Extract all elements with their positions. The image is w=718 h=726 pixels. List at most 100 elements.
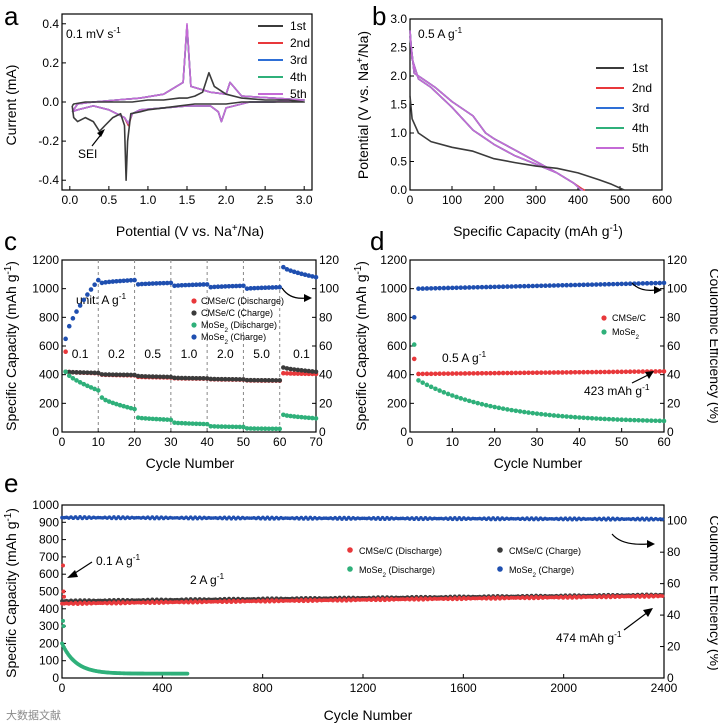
d-point-Coulombic-Efficiency	[445, 285, 451, 291]
c-y-tick-label: 100	[319, 282, 339, 296]
unit-label: unit: A g-1	[76, 291, 127, 307]
c-point-MoSe2 (Charge)	[66, 323, 72, 329]
d-x-tick-label: 50	[615, 435, 629, 449]
c-axis-arrowhead	[304, 294, 312, 302]
d-y-tick-label: 40	[667, 368, 681, 382]
c-point-MoSe2 (Charge)	[114, 279, 119, 284]
c-point-MoSe2 (Charge)	[230, 283, 235, 289]
c-point-MoSe2 (Discharge)	[226, 424, 232, 430]
e-legend-marker-2	[347, 566, 353, 572]
c-point-MoSe2 (Discharge)	[168, 417, 174, 423]
c-point-MoSe2 (Charge)	[106, 279, 112, 285]
e-initial-point	[62, 594, 67, 599]
c-point-MoSe2 (Discharge)	[103, 397, 108, 403]
d-point-Coulombic-Efficiency	[640, 281, 646, 286]
d-point-CMSe/C	[492, 370, 497, 376]
e-plot-frame	[61, 504, 665, 679]
panel-c: c unit: A g-1 Cycle Number Specific Capa…	[3, 226, 340, 471]
d-point-Coulombic-Efficiency	[428, 286, 434, 291]
legend-label-1st: 1st	[632, 61, 649, 75]
d-point-MoSe2	[555, 413, 561, 419]
d-point-Coulombic-Efficiency	[454, 285, 459, 291]
d-point-Coulombic-Efficiency	[479, 284, 485, 290]
a-y-tick-label: 0.2	[42, 56, 59, 70]
d-point-CMSe/C	[475, 371, 481, 376]
d-point-Coulombic-Efficiency	[610, 281, 616, 287]
b-y-tick-label: 2.0	[390, 69, 407, 83]
c-point-CMSe/C (Charge)	[306, 368, 312, 374]
a-y-tick-label: -0.4	[38, 173, 59, 187]
d-point-CMSe/C	[437, 371, 442, 377]
d-point-MoSe2	[560, 413, 565, 419]
d-y-tick-label: 800	[387, 310, 407, 324]
e-legend-label-1: CMSe/C (Charge)	[509, 546, 581, 556]
d-point-MoSe2	[589, 415, 595, 421]
c-x-tick-label: 20	[128, 435, 142, 449]
e-initial-point	[61, 624, 66, 629]
c-point-MoSe2 (Discharge)	[88, 385, 94, 390]
c-point-MoSe2 (Charge)	[92, 282, 97, 288]
d-point-MoSe2	[657, 418, 663, 424]
c-legend-marker-3	[191, 334, 197, 340]
d-point-CMSe/C	[534, 370, 540, 376]
c-point-CMSe/C (Charge)	[121, 372, 126, 378]
c-point-MoSe2 (Discharge)	[150, 416, 156, 422]
d-point-Coulombic-Efficiency	[560, 283, 565, 288]
c-legend-label-3: MoSe2 (Charge)	[201, 332, 266, 346]
b-x-tick-label: 100	[442, 193, 462, 207]
d-point-CMSe/C	[593, 369, 599, 375]
c-point-MoSe2 (Discharge)	[208, 423, 214, 429]
panel-a: a 0.1 mV s-1 SEI Potential (V vs. Na+/Na…	[3, 1, 313, 239]
c-point-CMSe/C (Charge)	[270, 378, 275, 383]
c-point-CMSe/C (Discharge)	[63, 349, 68, 355]
d-y-tick-label: 80	[667, 310, 681, 324]
c-point-MoSe2 (Charge)	[132, 277, 137, 283]
d-point-CMSe/C	[585, 369, 591, 375]
e-x-tick-label: 1600	[450, 681, 477, 695]
c-x-tick-label: 40	[200, 435, 214, 449]
d-point-MoSe2	[602, 416, 608, 422]
d-point-MoSe2	[538, 411, 544, 417]
c-y-tick-label: 80	[319, 310, 333, 324]
c-legend-marker-1	[191, 310, 197, 316]
c-point-MoSe2 (Charge)	[299, 271, 304, 277]
c-point-CMSe/C (Charge)	[186, 375, 192, 381]
c-point-MoSe2 (Discharge)	[128, 405, 134, 411]
d-point-MoSe2	[640, 418, 646, 423]
d-point-CMSe/C	[560, 370, 565, 375]
c-point-MoSe2 (Discharge)	[212, 424, 217, 429]
e-y-tick-label: 100	[39, 654, 59, 668]
d-legend-label-1: MoSe2	[612, 327, 640, 341]
c-point-MoSe2 (Discharge)	[179, 420, 185, 426]
d-point-MoSe2	[433, 386, 438, 392]
d-point-MoSe2	[619, 417, 624, 422]
e-y-tick-label: 600	[39, 567, 59, 581]
c-point-CMSe/C (Charge)	[128, 372, 134, 378]
b-x-axis-title: Specific Capacity (mAh g-1)	[453, 223, 623, 240]
d-legend-marker-0	[601, 315, 607, 321]
c-point-MoSe2 (Charge)	[168, 280, 174, 286]
gcd-curve-2nd	[409, 30, 586, 191]
c-point-CMSe/C (Charge)	[95, 370, 101, 376]
c-point-MoSe2 (Charge)	[212, 284, 217, 290]
d-point-Coulombic-Efficiency	[513, 284, 519, 289]
d-point-MoSe2	[585, 415, 591, 421]
d-point-CMSe/C	[462, 371, 468, 376]
d-point-CMSe/C	[530, 370, 536, 376]
d-y-tick-label: 120	[667, 253, 687, 267]
c-point-MoSe2 (Discharge)	[161, 417, 166, 422]
panel-letter-b: b	[372, 1, 386, 31]
d-point-MoSe2	[471, 399, 476, 405]
c-point-CMSe/C (Charge)	[117, 372, 123, 378]
c-point-MoSe2 (Discharge)	[233, 424, 239, 430]
c-axis-arrow	[281, 287, 307, 299]
c-legend-label-1: CMSe/C (Charge)	[201, 308, 273, 318]
c-point-MoSe2 (Charge)	[302, 272, 308, 278]
c-point-MoSe2 (Discharge)	[85, 383, 90, 389]
c-point-CMSe/C (Charge)	[201, 376, 206, 381]
c-point-CMSe/C (Discharge)	[291, 371, 297, 376]
c-point-MoSe2 (Discharge)	[146, 416, 152, 421]
c-point-MoSe2 (Charge)	[77, 303, 83, 308]
c-point-MoSe2 (Charge)	[139, 281, 145, 287]
e-y-tick-label: 80	[667, 545, 681, 559]
